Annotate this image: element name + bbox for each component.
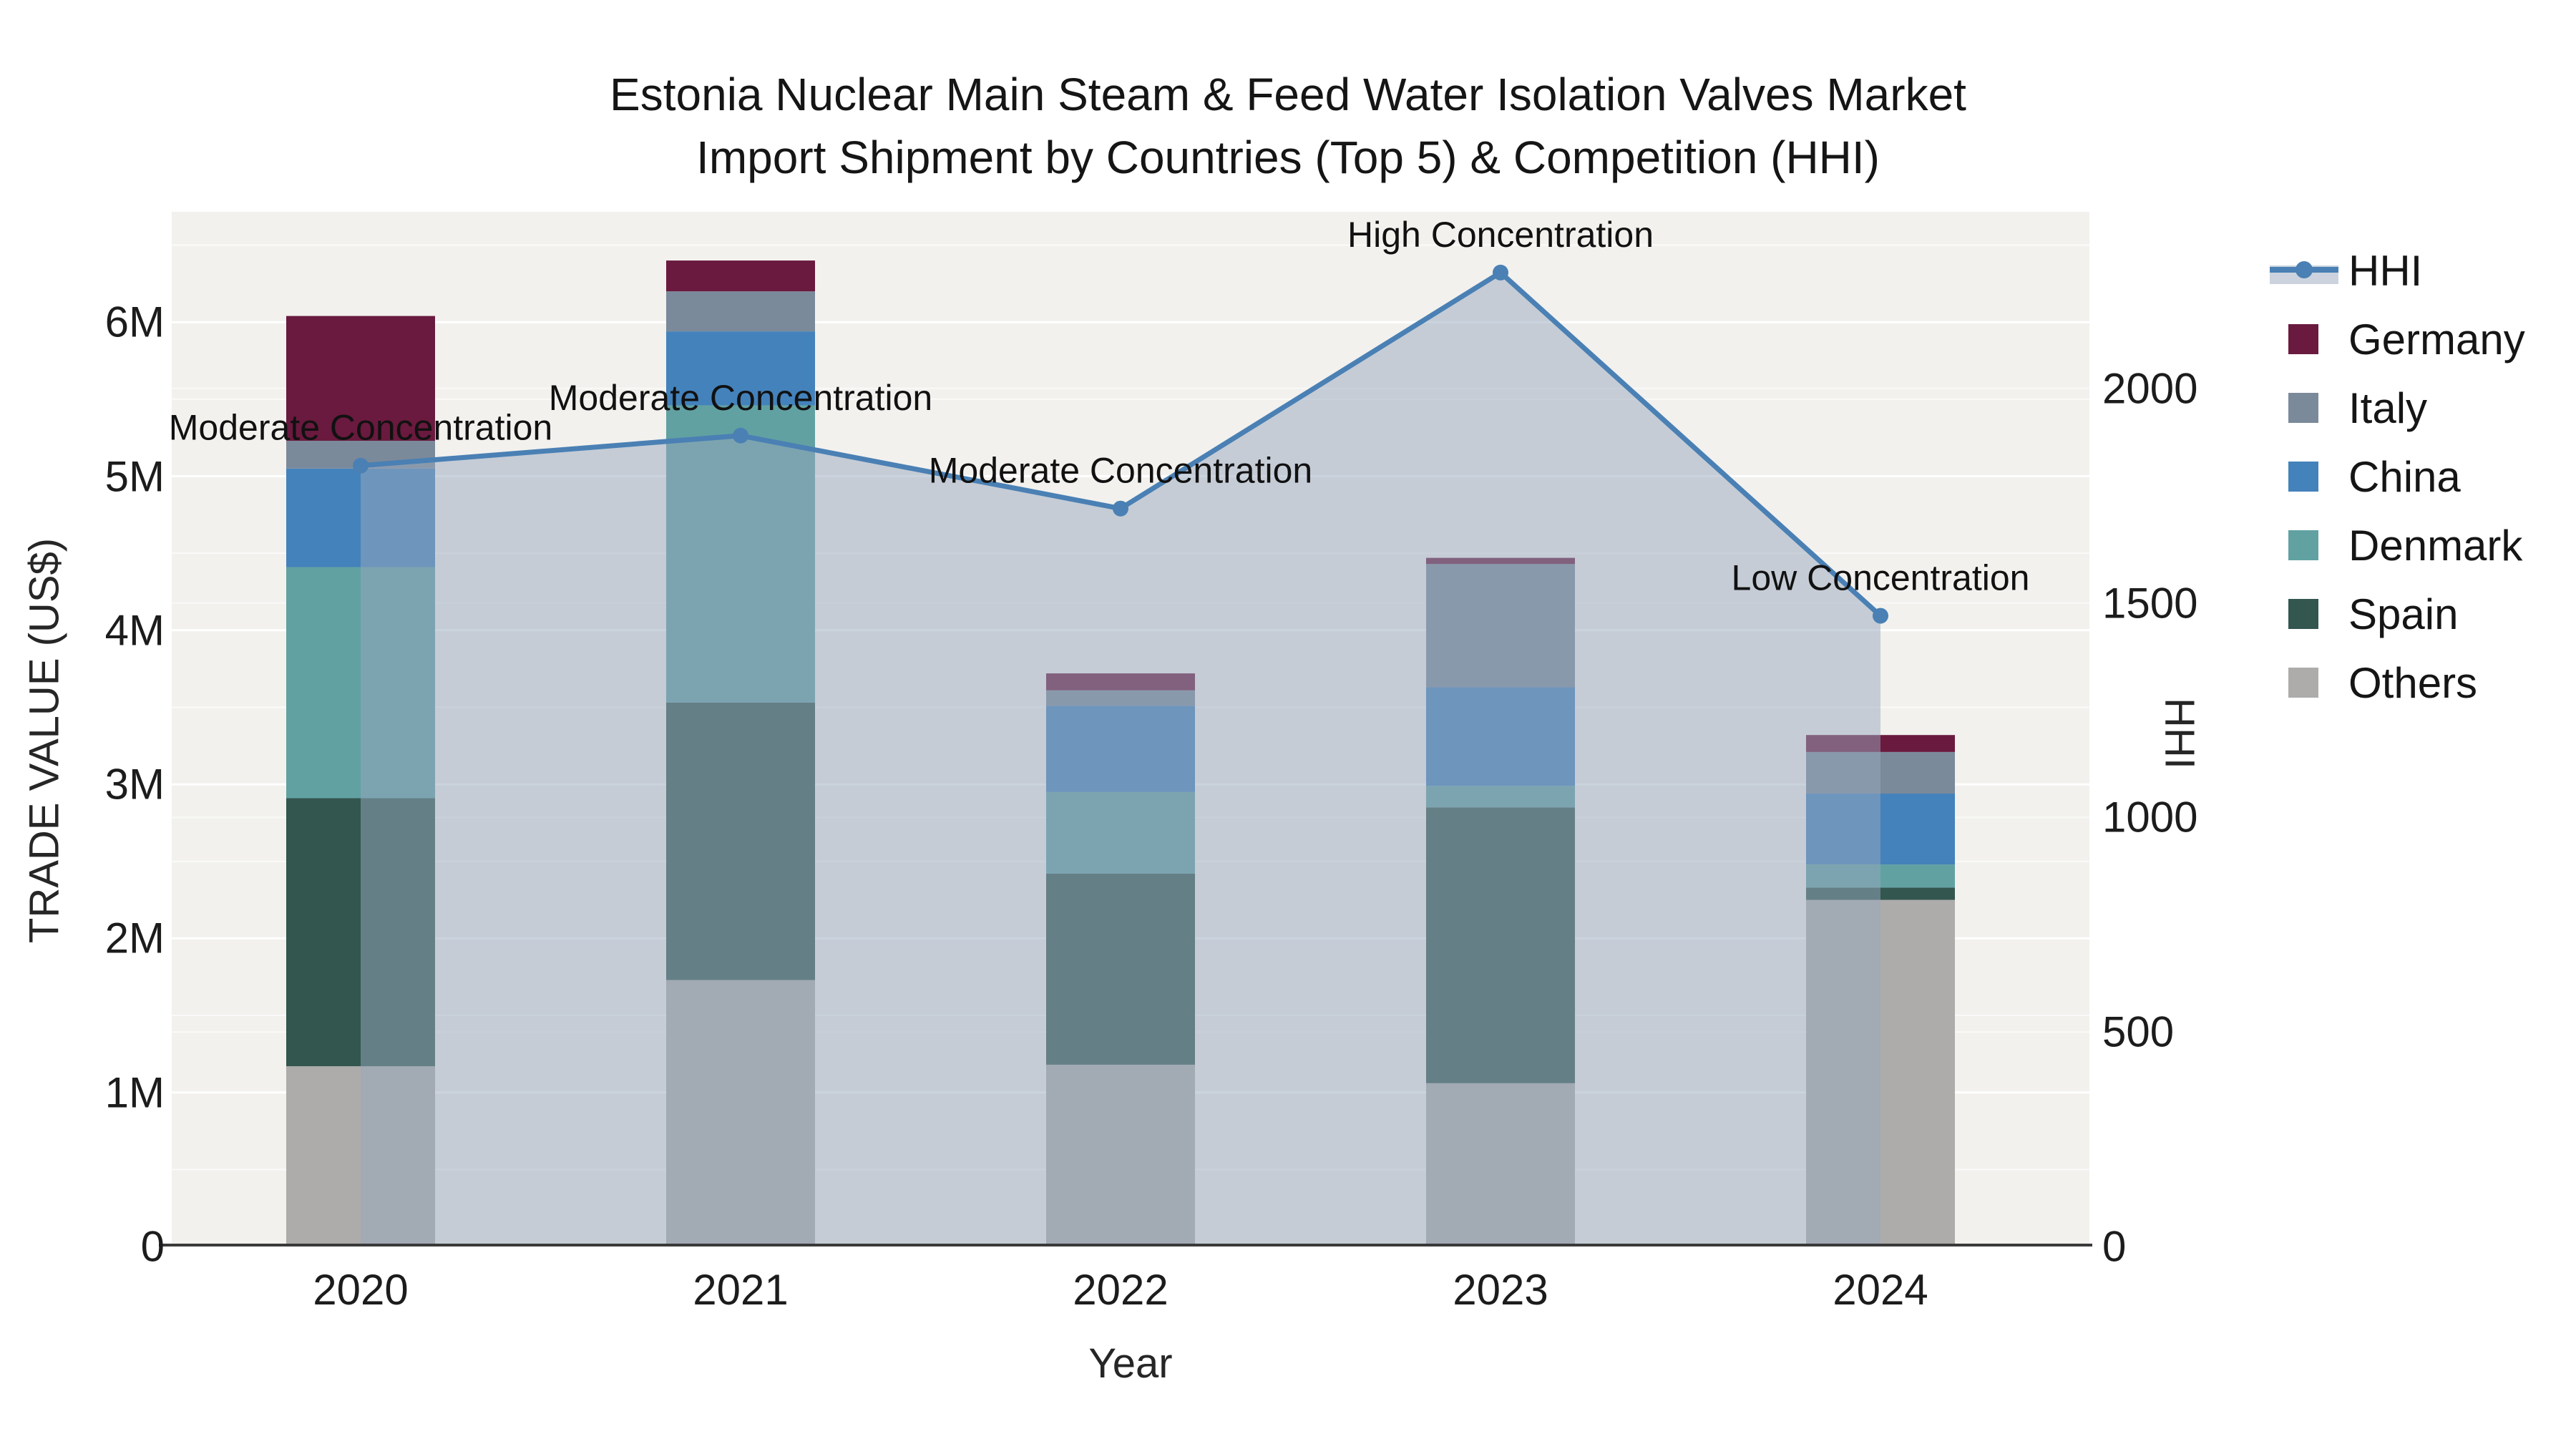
hhi-area-fill	[361, 272, 1880, 1247]
y-right-axis-title: HHI	[2156, 698, 2203, 769]
legend-label: Spain	[2348, 590, 2459, 638]
bar-segment-germany-2021[interactable]	[666, 260, 815, 292]
legend-swatch-china	[2288, 462, 2318, 492]
chart-title-line2: Import Shipment by Countries (Top 5) & C…	[696, 132, 1880, 183]
legend-item-hhi[interactable]: HHI	[2270, 236, 2525, 305]
y-right-tick: 1000	[2102, 793, 2198, 841]
hhi-marker-2020[interactable]	[353, 457, 369, 474]
legend-swatch-germany	[2288, 324, 2318, 354]
y-right-tick: 500	[2102, 1008, 2175, 1056]
y-left-tick: 2M	[104, 914, 165, 962]
bar-segment-china-2021[interactable]	[666, 331, 815, 406]
y-left-tick: 1M	[104, 1068, 165, 1117]
legend-item-denmark[interactable]: Denmark	[2270, 511, 2525, 580]
legend-item-spain[interactable]: Spain	[2270, 580, 2525, 648]
legend-item-italy[interactable]: Italy	[2270, 374, 2525, 442]
x-axis-title: Year	[1088, 1340, 1173, 1387]
legend-label: Italy	[2348, 384, 2428, 432]
annotation-2021: Moderate Concentration	[549, 378, 932, 418]
plot-area[interactable]: Moderate Concentration Moderate Concentra…	[169, 212, 2089, 1247]
y-left-axis-title: TRADE VALUE (US$)	[21, 537, 68, 944]
y-left-tick: 5M	[104, 452, 165, 500]
y-right-tick: 1500	[2102, 579, 2198, 628]
legend-label: China	[2348, 452, 2461, 501]
legend-item-others[interactable]: Others	[2270, 648, 2525, 717]
legend-label: Denmark	[2348, 521, 2523, 570]
x-tick-2020: 2020	[313, 1266, 409, 1314]
y-left-tick: 4M	[104, 606, 165, 655]
y-left-tick: 6M	[104, 298, 165, 346]
hhi-marker-2021[interactable]	[733, 427, 748, 444]
legend-swatch-others	[2288, 668, 2318, 698]
y-left-tick: 3M	[104, 760, 165, 809]
annotation-2023: High Concentration	[1347, 215, 1654, 255]
legend-label: Others	[2348, 658, 2478, 707]
legend-item-china[interactable]: China	[2270, 442, 2525, 511]
annotation-2020: Moderate Concentration	[169, 408, 552, 448]
legend-swatch-italy	[2288, 393, 2318, 423]
bar-segment-germany-2020[interactable]	[286, 316, 435, 441]
chart-title-line1: Estonia Nuclear Main Steam & Feed Water …	[610, 69, 1966, 120]
y-right-tick: 0	[2102, 1222, 2127, 1271]
hhi-marker-2024[interactable]	[1873, 608, 1888, 624]
legend-label: Germany	[2348, 315, 2525, 364]
legend-label: HHI	[2348, 246, 2423, 295]
annotation-2024: Low Concentration	[1732, 558, 2030, 598]
x-tick-2024: 2024	[1833, 1266, 1928, 1314]
annotation-2022: Moderate Concentration	[929, 451, 1312, 491]
legend: HHI Germany Italy China Denmark Spain Others	[2270, 236, 2525, 717]
legend-swatch-denmark	[2288, 530, 2318, 560]
y-right-tick: 2000	[2102, 364, 2198, 413]
x-axis-line	[159, 1244, 2092, 1246]
hhi-line-legend-icon	[2270, 255, 2338, 286]
x-tick-2022: 2022	[1073, 1266, 1169, 1314]
legend-swatch-spain	[2288, 599, 2318, 629]
x-tick-2021: 2021	[693, 1266, 789, 1314]
hhi-marker-2022[interactable]	[1113, 500, 1128, 517]
legend-item-germany[interactable]: Germany	[2270, 305, 2525, 374]
y-left-tick: 0	[140, 1222, 165, 1271]
x-tick-2023: 2023	[1453, 1266, 1548, 1314]
bar-segment-italy-2021[interactable]	[666, 291, 815, 332]
chart-title: Estonia Nuclear Main Steam & Feed Water …	[0, 63, 2576, 189]
hhi-marker-2023[interactable]	[1493, 264, 1508, 280]
